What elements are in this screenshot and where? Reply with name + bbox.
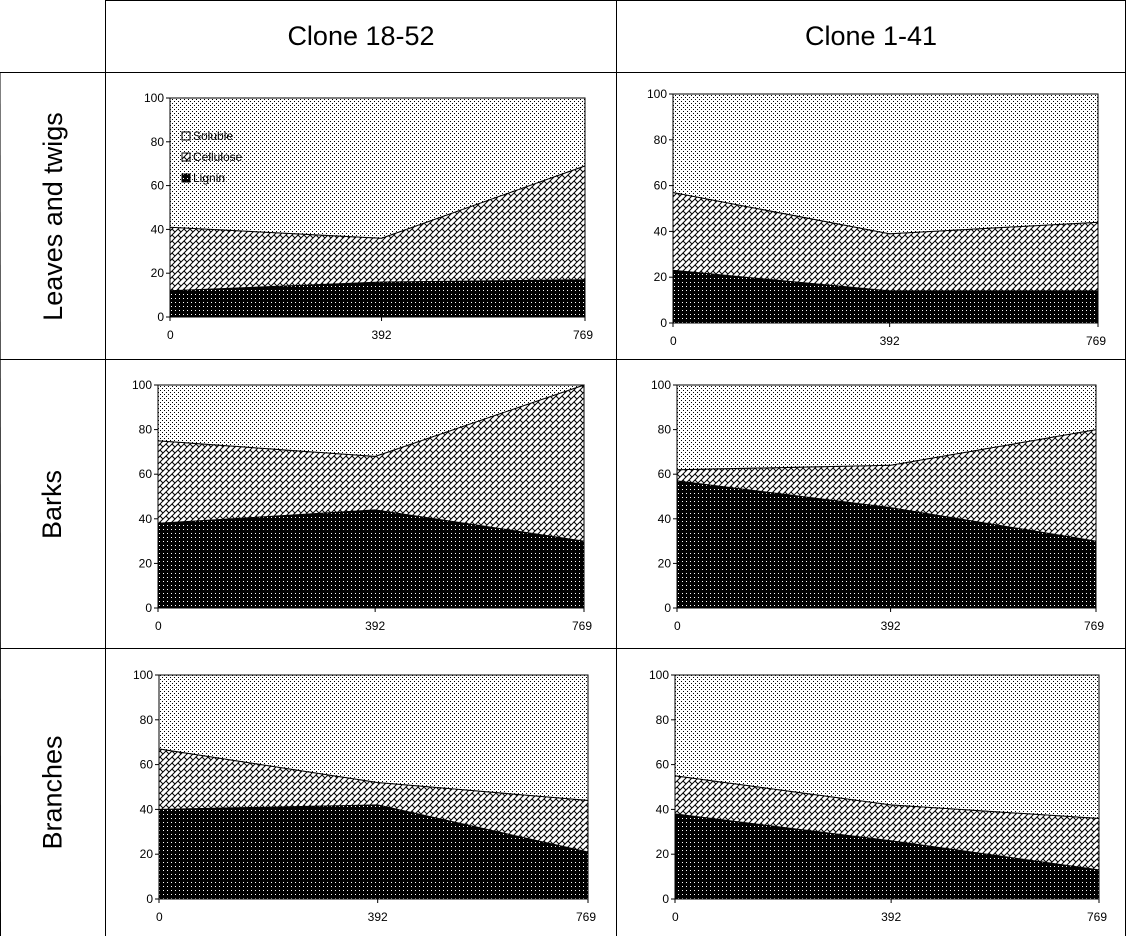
- y-tick-label: 100: [649, 668, 669, 682]
- chart-plot: 0 20 40 60 80 100 0 392 769: [649, 668, 1107, 924]
- y-tick-label: 0: [662, 892, 669, 906]
- y-tick-label: 80: [151, 135, 165, 149]
- row-label-text: Branches: [37, 735, 68, 850]
- y-tick-label: 60: [656, 758, 670, 772]
- y-tick-label: 60: [654, 179, 668, 193]
- y-tick-label: 80: [654, 133, 668, 147]
- plot-frame: [158, 674, 589, 900]
- x-tick-label: 392: [881, 619, 901, 633]
- x-tick-label: 392: [368, 910, 388, 924]
- y-tick-label: 100: [651, 378, 671, 392]
- x-tick-label: 769: [1087, 910, 1107, 924]
- x-tick-label: 769: [1086, 334, 1106, 348]
- y-tick-label: 40: [654, 224, 668, 238]
- x-tick-label: 392: [880, 334, 900, 348]
- chart-branches-clone-18-52: 0 20 40 60 80 100 0 392 769: [106, 649, 616, 936]
- y-tick-label: 100: [647, 87, 667, 101]
- chart-legend: Soluble Cellulose Lignin: [181, 129, 243, 185]
- y-tick-label: 0: [660, 316, 667, 330]
- x-tick-label: 0: [155, 619, 162, 633]
- y-tick-label: 80: [656, 713, 670, 727]
- legend-swatch-cellulose: [181, 152, 191, 162]
- y-tick-label: 100: [132, 378, 152, 392]
- legend-label-soluble: Soluble: [193, 129, 233, 143]
- y-tick-label: 0: [145, 601, 152, 615]
- chart-barks-clone-1-41: 0 20 40 60 80 100 0 392 769: [617, 360, 1125, 648]
- y-tick-label: 0: [146, 892, 153, 906]
- x-tick-label: 392: [365, 619, 385, 633]
- legend-label-lignin: Lignin: [193, 171, 225, 185]
- y-tick-label: 60: [151, 179, 165, 193]
- y-tick-label: 0: [664, 601, 671, 615]
- chart-leaves-clone-1-41: 0 20 40 60 80 100 0 392 769: [617, 73, 1125, 359]
- y-tick-label: 80: [658, 423, 672, 437]
- y-tick-label: 40: [656, 802, 670, 816]
- chart-plot: 0 20 40 60 80 100 0 392 769: [647, 87, 1106, 348]
- y-tick-label: 0: [157, 310, 164, 324]
- y-tick-label: 40: [140, 802, 154, 816]
- plot-frame: [157, 384, 585, 609]
- plot-frame: [676, 384, 1097, 609]
- column-header-clone-18-52: Clone 18-52: [287, 21, 435, 51]
- x-tick-label: 0: [674, 619, 681, 633]
- y-tick-label: 20: [654, 270, 668, 284]
- chart-plot: 0 20 40 60 80 100 0 392 769: [133, 668, 596, 924]
- x-tick-label: 769: [1084, 619, 1104, 633]
- legend-label-cellulose: Cellulose: [193, 150, 243, 164]
- chart-plot: 0 20 40 60 80 100 0 392 769: [651, 378, 1104, 633]
- y-tick-label: 100: [133, 668, 153, 682]
- legend-swatch-soluble: [181, 131, 191, 141]
- x-tick-label: 392: [881, 910, 901, 924]
- x-tick-label: 0: [670, 334, 677, 348]
- y-tick-label: 60: [140, 758, 154, 772]
- chart-leaves-clone-18-52: 0 20 40 60 80 100 0 392 769 Soluble Cellulose Ligni…: [106, 73, 616, 359]
- row-label-text: Barks: [37, 469, 68, 539]
- row-label-branches: Branches: [1, 649, 105, 936]
- y-tick-label: 40: [139, 512, 153, 526]
- plot-frame: [672, 93, 1099, 324]
- y-tick-label: 40: [658, 512, 672, 526]
- chart-barks-clone-18-52: 0 20 40 60 80 100 0 392 769: [106, 360, 616, 648]
- y-tick-label: 80: [140, 713, 154, 727]
- x-tick-label: 769: [573, 328, 593, 342]
- plot-frame: [169, 97, 586, 318]
- x-tick-label: 0: [156, 910, 163, 924]
- y-tick-label: 40: [151, 222, 165, 236]
- y-tick-label: 20: [656, 847, 670, 861]
- row-label-leaves-and-twigs: Leaves and twigs: [1, 73, 105, 359]
- row-label-text: Leaves and twigs: [37, 111, 68, 321]
- x-tick-label: 769: [576, 910, 596, 924]
- plot-frame: [674, 674, 1100, 900]
- y-tick-label: 100: [144, 91, 164, 105]
- chart-branches-clone-1-41: 0 20 40 60 80 100 0 392 769: [617, 649, 1125, 936]
- chart-plot: 0 20 40 60 80 100 0 392 769 Soluble Cellulose Ligni…: [144, 91, 593, 342]
- y-tick-label: 20: [139, 556, 153, 570]
- y-tick-label: 80: [139, 423, 153, 437]
- legend-swatch-lignin: [181, 173, 191, 183]
- y-tick-label: 60: [139, 467, 153, 481]
- y-tick-label: 60: [658, 467, 672, 481]
- y-tick-label: 20: [151, 266, 165, 280]
- chart-plot: 0 20 40 60 80 100 0 392 769: [132, 378, 592, 633]
- column-header-clone-1-41: Clone 1-41: [804, 21, 938, 51]
- row-label-barks: Barks: [1, 360, 105, 648]
- y-tick-label: 20: [658, 556, 672, 570]
- x-tick-label: 769: [572, 619, 592, 633]
- y-tick-label: 20: [140, 847, 154, 861]
- x-tick-label: 0: [167, 328, 174, 342]
- x-tick-label: 0: [672, 910, 679, 924]
- x-tick-label: 392: [372, 328, 392, 342]
